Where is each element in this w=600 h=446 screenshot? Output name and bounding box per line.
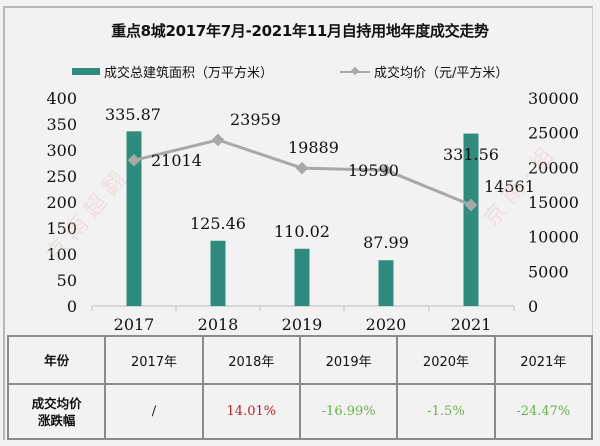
chart-legend: 成交总建筑面积（万平方米） 成交均价（元/平方米）: [0, 62, 600, 82]
left-axis-ticks: 400 350 300 250 200 150 100 50 0: [46, 89, 77, 316]
table-cell: 2019年: [298, 335, 399, 385]
x-axis-label: 2019: [282, 315, 323, 334]
right-axis-tick-label: 20000: [528, 158, 579, 177]
bar-2018: [210, 240, 226, 306]
left-axis-tick-label: 400: [46, 89, 77, 108]
diamond-marker-icon: [211, 133, 225, 147]
x-axis-label: 2021: [451, 315, 492, 334]
right-axis-tick-label: 30000: [528, 89, 579, 108]
right-axis-tick-label: 10000: [528, 228, 579, 247]
diamond-marker-icon: [464, 198, 478, 212]
right-axis-tick-label: 15000: [528, 193, 579, 212]
legend-item-price: 成交均价（元/平方米）: [340, 62, 508, 81]
diamond-marker-icon: [295, 161, 309, 175]
line-value-label: 21014: [151, 151, 202, 170]
price-change-table: 年份 2017年 2018年 2019年 2020年 2021年 成交均价 涨跌…: [6, 335, 594, 440]
bar-value-label: 331.56: [443, 145, 499, 164]
right-axis-tick-label: 0: [528, 297, 538, 316]
x-axis-tick-marks: [91, 306, 515, 311]
diamond-marker-icon: [379, 163, 393, 177]
left-axis-tick-label: 150: [46, 219, 77, 238]
table-cell-negative: -16.99%: [298, 383, 399, 440]
table-cell: 2017年: [104, 335, 204, 385]
right-axis-tick-label: 5000: [528, 262, 569, 281]
bar-value-label: 335.87: [105, 105, 161, 124]
left-axis-tick-label: 0: [67, 297, 77, 316]
header-line: 涨跌幅: [37, 412, 76, 428]
table-cell: /: [104, 383, 204, 440]
table-cell-negative: -1.5%: [396, 383, 496, 440]
bar-series: [126, 131, 479, 306]
table-header-price-change: 成交均价 涨跌幅: [6, 383, 107, 440]
legend-label-price: 成交均价（元/平方米）: [374, 66, 509, 81]
chart-frame: [3, 6, 593, 440]
x-axis-label: 2020: [366, 315, 407, 334]
line-value-label: 19590: [348, 161, 399, 180]
legend-bar-swatch-icon: [72, 68, 100, 75]
diamond-marker-icon: [127, 153, 141, 167]
x-axis-label: 2018: [198, 315, 239, 334]
chart-title: 重点8城2017年7月-2021年11月自持用地年度成交走势: [111, 22, 489, 40]
price-markers: [127, 133, 478, 212]
legend-item-area: 成交总建筑面积（万平方米）: [72, 62, 273, 81]
table-header-year: 年份: [6, 335, 107, 385]
line-value-label: 19889: [288, 138, 339, 157]
bar-value-label: 125.46: [190, 214, 246, 233]
bar-2017: [126, 131, 142, 306]
legend-label-area: 成交总建筑面积（万平方米）: [104, 66, 274, 81]
bar-2021: [463, 133, 479, 306]
bar-data-labels: 335.87 125.46 110.02 87.99 331.56: [105, 105, 499, 252]
left-axis-tick-label: 300: [46, 141, 77, 160]
x-axis-label: 2017: [114, 315, 155, 334]
x-axis-labels: 2017 2018 2019 2020 2021: [114, 315, 492, 334]
right-axis-ticks: 30000 25000 20000 15000 10000 5000 0: [528, 89, 579, 316]
table-cell-negative: -24.47%: [493, 383, 594, 440]
table-row-year: 年份 2017年 2018年 2019年 2020年 2021年: [6, 335, 594, 385]
bar-2019: [294, 248, 310, 306]
table-cell: 2018年: [201, 335, 301, 385]
legend-line-marker-icon: [340, 70, 370, 73]
right-axis-tick-label: 25000: [528, 124, 579, 143]
line-value-label: 14561: [484, 177, 535, 196]
header-line: 成交均价: [31, 395, 82, 411]
chart-plot: 400 350 300 250 200 150 100 50 0 30000 25000 20000…: [46, 89, 579, 334]
table-row-price-change: 成交均价 涨跌幅 / 14.01% -16.99% -1.5% -24.47%: [6, 383, 594, 440]
bar-value-label: 87.99: [363, 233, 409, 252]
bar-2020: [378, 260, 394, 306]
line-value-label: 23959: [230, 110, 281, 129]
table-cell-positive: 14.01%: [201, 383, 301, 440]
bar-value-label: 110.02: [274, 222, 330, 241]
left-axis-tick-label: 50: [57, 271, 77, 290]
left-axis-tick-label: 100: [46, 245, 77, 264]
line-data-labels: 21014 23959 19889 19590 14561: [151, 110, 535, 196]
left-axis-tick-label: 200: [46, 193, 77, 212]
left-axis-tick-label: 250: [46, 167, 77, 186]
left-axis-tick-label: 350: [46, 115, 77, 134]
table-cell: 2021年: [493, 335, 594, 385]
table-cell: 2020年: [396, 335, 496, 385]
